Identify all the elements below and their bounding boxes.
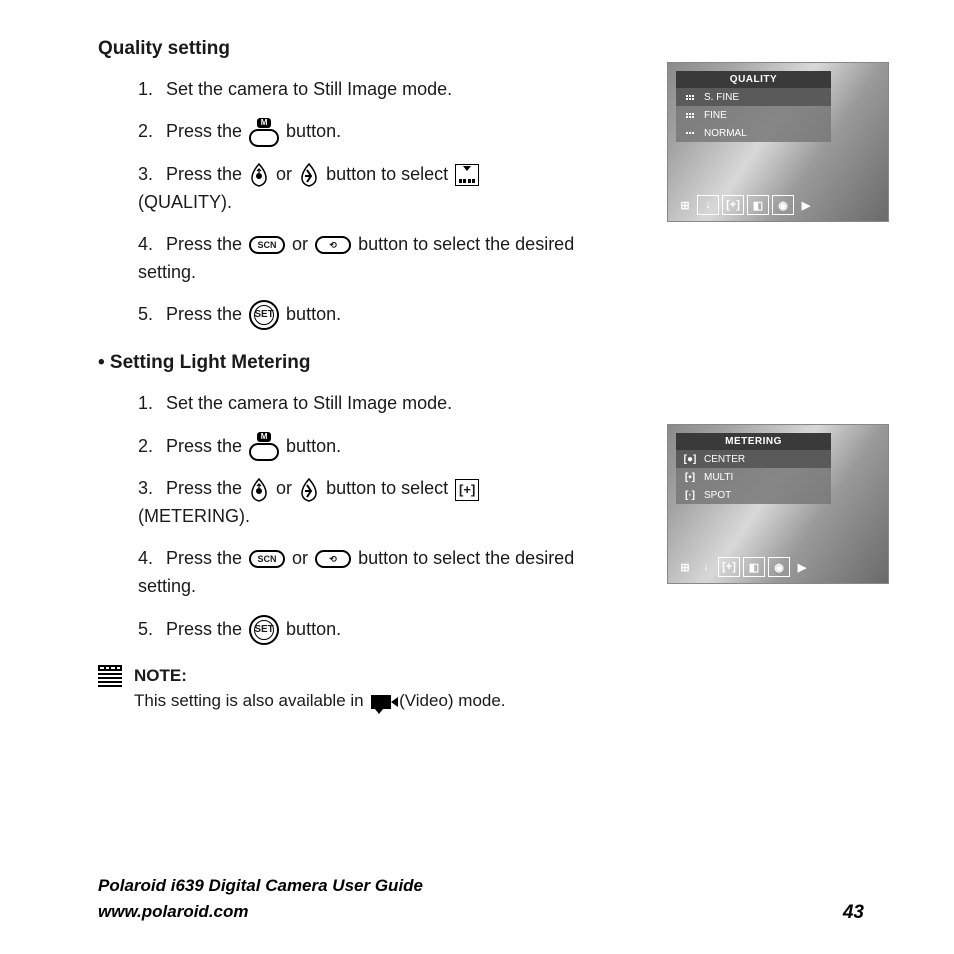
note-text: NOTE: This setting is also available in … (134, 663, 506, 714)
quality-sfine-icon (682, 91, 698, 103)
camera-preview-metering: METERING [●] CENTER [▪] MULTI [·] SPOT ⊞ ↓ … (667, 424, 889, 584)
video-mode-icon (371, 695, 391, 709)
right-arrow-button-icon (299, 477, 319, 503)
step-number: 2. (138, 118, 166, 146)
menu-header: QUALITY (676, 71, 831, 88)
section-title-quality: Quality setting (98, 38, 864, 60)
step-number: 4. (138, 545, 166, 573)
menu-item-label: CENTER (704, 454, 745, 465)
note-label: NOTE: (134, 666, 187, 685)
section-title-metering: • Setting Light Metering (98, 352, 864, 374)
step-text: Press the or button to select (QUALITY). (138, 164, 481, 212)
step-number: 1. (138, 390, 166, 418)
menu-item: [●] CENTER (676, 450, 831, 468)
right-arrow-button-icon (299, 162, 319, 188)
menu-item: NORMAL (676, 124, 831, 142)
footer-title: Polaroid i639 Digital Camera User Guide (98, 873, 423, 899)
step-number: 4. (138, 231, 166, 259)
timer-button-icon: ⟲ (315, 236, 351, 254)
metering-menu: METERING [●] CENTER [▪] MULTI [·] SPOT (676, 433, 831, 504)
quality-steps: 1.Set the camera to Still Image mode. 2.… (138, 76, 628, 330)
bar-arrow-icon: ▶ (797, 195, 815, 215)
step-item: 4.Press the SCN or ⟲ button to select th… (138, 231, 628, 287)
bar-wb-icon: ◧ (747, 195, 769, 215)
camera-preview-quality: QUALITY S. FINE FINE NORMAL ⊞ ↓ [+] ◧ ◉ … (667, 62, 889, 222)
step-text: Press the or button to select [+](METERI… (138, 478, 481, 526)
step-text: Set the camera to Still Image mode. (166, 79, 452, 99)
step-number: 5. (138, 301, 166, 329)
quality-normal-icon (682, 127, 698, 139)
left-arrow-button-icon (249, 477, 269, 503)
step-item: 2.Press the M button. (138, 432, 628, 461)
bar-compression-icon: ⊞ (676, 195, 694, 215)
notepad-icon (98, 665, 122, 689)
step-text: Press the SCN or ⟲ button to select the … (138, 548, 574, 596)
step-text: Press the M button. (166, 121, 341, 141)
set-button-icon: SET (249, 300, 279, 330)
menu-item-label: NORMAL (704, 128, 747, 139)
step-number: 5. (138, 616, 166, 644)
menu-header: METERING (676, 433, 831, 450)
metering-spot-icon: [·] (682, 489, 698, 501)
bottom-icon-bar: ⊞ ↓ [+] ◧ ◉ ▶ (676, 195, 880, 215)
step-number: 3. (138, 475, 166, 503)
footer-url: www.polaroid.com (98, 899, 423, 925)
step-text: Press the SCN or ⟲ button to select the … (138, 234, 574, 282)
step-item: 2.Press the M button. (138, 118, 628, 147)
bar-metering-icon: [+] (718, 557, 740, 577)
m-button-icon: M (249, 432, 279, 461)
scn-button-icon: SCN (249, 236, 285, 254)
menu-item-label: MULTI (704, 472, 733, 483)
menu-item: FINE (676, 106, 831, 124)
step-number: 1. (138, 76, 166, 104)
quality-menu-icon (455, 164, 479, 186)
bar-metering-icon: [+] (722, 195, 744, 215)
step-item: 5.Press the SET button. (138, 300, 628, 330)
quality-menu: QUALITY S. FINE FINE NORMAL (676, 71, 831, 142)
metering-center-icon: [●] (682, 453, 698, 465)
bar-iso-icon: ◉ (768, 557, 790, 577)
step-item: 4.Press the SCN or ⟲ button to select th… (138, 545, 628, 601)
bar-quality-icon: ↓ (697, 195, 719, 215)
step-text: Press the SET button. (166, 619, 341, 639)
page-footer: Polaroid i639 Digital Camera User Guide … (98, 873, 864, 924)
step-number: 3. (138, 161, 166, 189)
menu-item: [▪] MULTI (676, 468, 831, 486)
note-block: NOTE: This setting is also available in … (98, 663, 864, 714)
metering-multi-icon: [▪] (682, 471, 698, 483)
bar-iso-icon: ◉ (772, 195, 794, 215)
step-text: Press the M button. (166, 436, 341, 456)
step-item: 3.Press the or button to select [+](METE… (138, 475, 628, 531)
bar-arrow-icon: ▶ (793, 557, 811, 577)
menu-item-label: FINE (704, 110, 727, 121)
timer-button-icon: ⟲ (315, 550, 351, 568)
metering-steps: 1.Set the camera to Still Image mode. 2.… (138, 390, 628, 644)
step-item: 3.Press the or button to select (QUALITY… (138, 161, 628, 217)
quality-fine-icon (682, 109, 698, 121)
m-button-icon: M (249, 118, 279, 147)
scn-button-icon: SCN (249, 550, 285, 568)
bar-wb-icon: ◧ (743, 557, 765, 577)
menu-item: S. FINE (676, 88, 831, 106)
menu-item-label: S. FINE (704, 92, 739, 103)
page-number: 43 (843, 902, 864, 924)
metering-menu-icon: [+] (455, 479, 479, 501)
step-item: 1.Set the camera to Still Image mode. (138, 76, 628, 104)
step-text: Set the camera to Still Image mode. (166, 393, 452, 413)
bar-compression-icon: ⊞ (676, 557, 694, 577)
menu-item-label: SPOT (704, 490, 731, 501)
step-item: 5.Press the SET button. (138, 615, 628, 645)
bottom-icon-bar: ⊞ ↓ [+] ◧ ◉ ▶ (676, 557, 880, 577)
left-arrow-button-icon (249, 162, 269, 188)
menu-item: [·] SPOT (676, 486, 831, 504)
step-text: Press the SET button. (166, 304, 341, 324)
bar-quality-icon: ↓ (697, 557, 715, 577)
step-item: 1.Set the camera to Still Image mode. (138, 390, 628, 418)
set-button-icon: SET (249, 615, 279, 645)
step-number: 2. (138, 433, 166, 461)
